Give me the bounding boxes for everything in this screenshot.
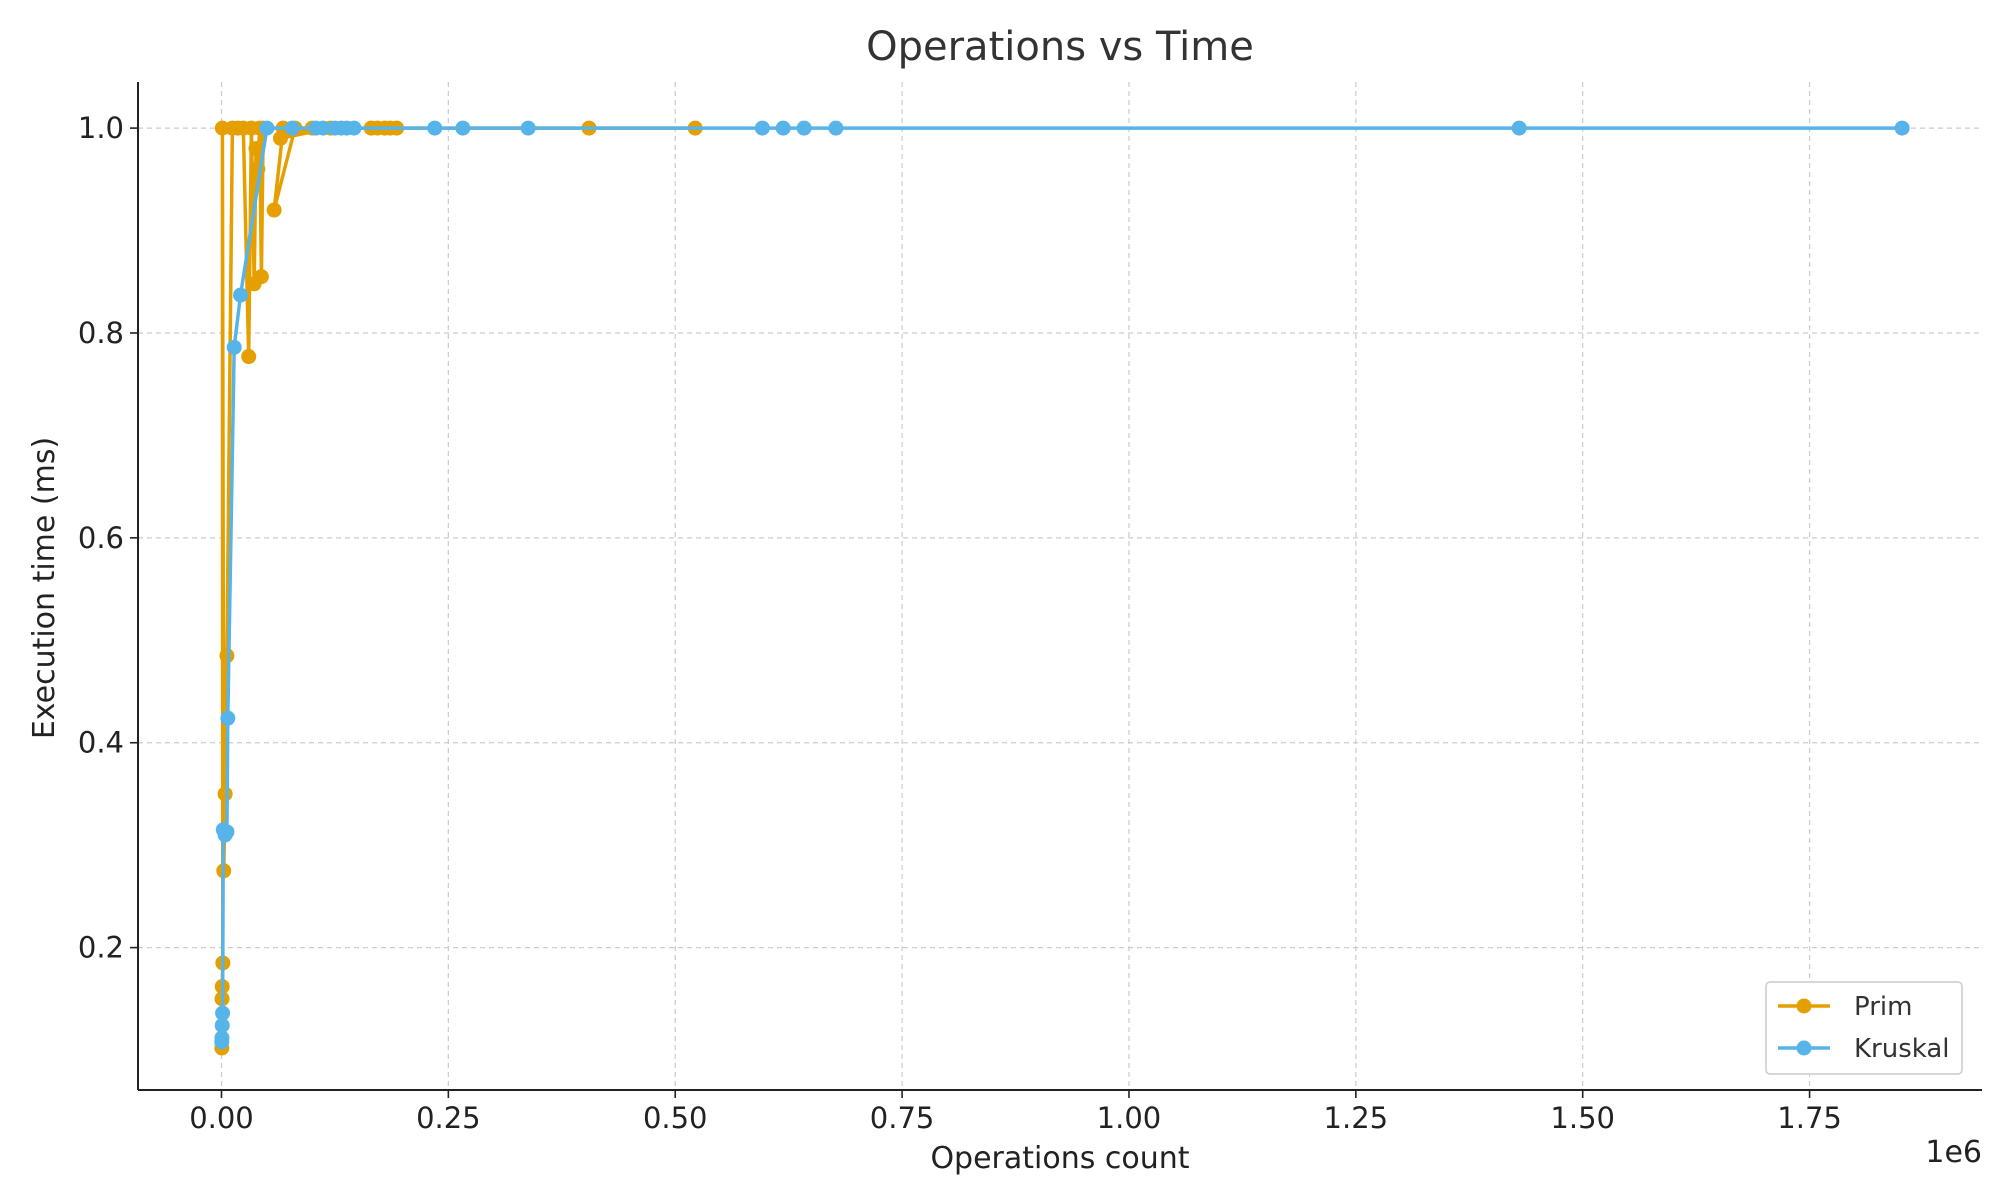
data-point-prim (250, 161, 266, 177)
data-point-kruskal (214, 1017, 230, 1033)
x-tick-label: 0.50 (643, 1101, 708, 1135)
legend-marker-prim (1796, 998, 1812, 1014)
y-tick-label: 1.0 (78, 111, 124, 145)
data-point-kruskal (226, 339, 242, 355)
series-kruskal (214, 120, 1910, 1050)
x-tick-label: 1.50 (1550, 1101, 1615, 1135)
data-point-prim (272, 130, 288, 146)
data-point-kruskal (259, 120, 275, 136)
legend: Prim Kruskal (1765, 981, 1963, 1075)
x-tick-label: 1.75 (1777, 1101, 1842, 1135)
y-tick-label: 0.4 (78, 726, 124, 760)
series-prim (214, 120, 703, 1056)
x-axis-offset-label: 1e6 (1925, 1135, 1982, 1170)
data-point-kruskal (775, 120, 791, 136)
x-axis-title: Operations count (930, 1141, 1189, 1176)
data-point-prim (266, 202, 282, 218)
data-point-kruskal (219, 824, 235, 840)
data-point-prim (241, 349, 257, 365)
x-tick-label: 1.25 (1324, 1101, 1389, 1135)
grid (138, 82, 1982, 1090)
legend-label-prim: Prim (1854, 992, 1912, 1022)
data-point-kruskal (215, 1005, 231, 1021)
data-point-prim (219, 648, 235, 664)
y-axis-title: Execution time (ms) (27, 437, 62, 739)
data-point-kruskal (220, 710, 236, 726)
data-point-kruskal (315, 120, 331, 136)
data-point-kruskal (520, 120, 536, 136)
data-point-kruskal (346, 120, 362, 136)
legend-marker-kruskal (1796, 1040, 1812, 1056)
x-tick-label: 0.25 (416, 1101, 481, 1135)
x-tick-label: 0.00 (189, 1101, 254, 1135)
y-tick-label: 0.8 (78, 316, 124, 350)
data-point-kruskal (1894, 120, 1910, 136)
data-point-prim (253, 269, 269, 285)
data-point-prim (248, 141, 264, 157)
series-line-prim (220, 126, 696, 1049)
data-point-kruskal (828, 120, 844, 136)
data-point-kruskal (427, 120, 443, 136)
chart-title: Operations vs Time (866, 24, 1254, 70)
data-point-kruskal (214, 1030, 230, 1046)
series-layer (214, 120, 1910, 1056)
legend-label-kruskal: Kruskal (1854, 1034, 1950, 1064)
axes: 0.00 0.25 0.50 0.75 1.00 1.25 1.50 1.75 0.2 0.4 0.… (78, 82, 1982, 1135)
data-point-kruskal (284, 120, 300, 136)
y-tick-label: 0.6 (78, 521, 124, 555)
series-line-kruskal (220, 126, 1903, 1042)
data-point-prim (217, 786, 233, 802)
data-point-kruskal (455, 120, 471, 136)
y-tick-label: 0.2 (78, 931, 124, 965)
data-point-kruskal (796, 120, 812, 136)
data-point-kruskal (754, 120, 770, 136)
data-point-kruskal (1511, 120, 1527, 136)
x-tick-label: 1.00 (1097, 1101, 1162, 1135)
x-tick-label: 0.75 (870, 1101, 935, 1135)
data-point-kruskal (233, 287, 249, 303)
